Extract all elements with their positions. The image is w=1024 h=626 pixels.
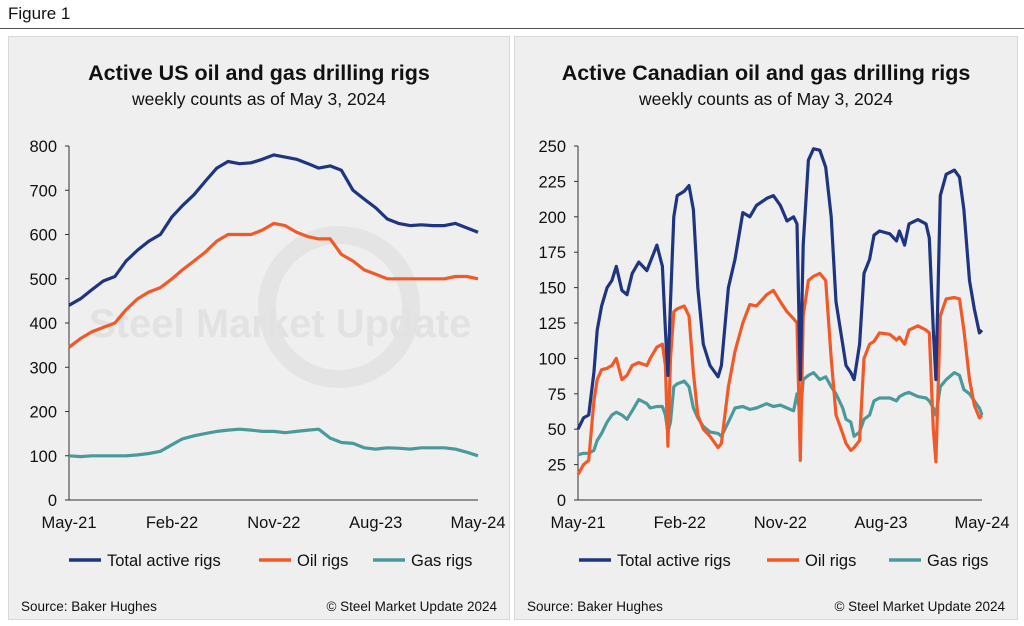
- series-line-total: [68, 153, 479, 307]
- legend-label-gas: Gas rigs: [411, 552, 472, 570]
- y-tick-label: 500: [29, 271, 57, 289]
- x-tick-label: Feb-22: [654, 514, 706, 532]
- x-tick-label: Aug-23: [854, 514, 907, 532]
- legend-label-total: Total active rigs: [107, 552, 221, 570]
- watermark-text: Steel Market Update: [89, 302, 471, 346]
- y-tick-label: 100: [538, 350, 566, 368]
- chart-title: Active US oil and gas drilling rigs: [88, 61, 430, 85]
- us-rigs-chart-panel: Steel Market Update 0 100 200 300 400 500 600 70…: [8, 36, 510, 620]
- canada-rigs-chart-panel: 0 25 50 75 100 125 150 175 200 225 250 May-21 Feb-22…: [514, 36, 1018, 620]
- x-tick-label: May-21: [41, 514, 96, 532]
- x-tick-label: Nov-22: [754, 514, 807, 532]
- y-tick-label: 200: [29, 404, 57, 422]
- y-tick-label: 250: [538, 138, 566, 156]
- canada-rigs-chart: 0 25 50 75 100 125 150 175 200 225 250 May-21 Feb-22…: [538, 138, 1009, 570]
- y-tick-label: 125: [538, 315, 566, 333]
- y-tick-label: 25: [548, 457, 566, 475]
- y-tick-label: 225: [538, 173, 566, 191]
- y-tick-label: 75: [548, 386, 566, 404]
- figure-label: Figure 1: [8, 4, 71, 23]
- y-tick-label: 175: [538, 244, 566, 262]
- y-tick-label: 150: [538, 280, 566, 298]
- x-tick-label: Nov-22: [247, 514, 300, 532]
- x-tick-label: May-24: [954, 514, 1009, 532]
- y-tick-label: 0: [48, 492, 57, 510]
- source-note: Source: Baker Hughes: [527, 599, 663, 614]
- series-line-oil: [68, 221, 479, 349]
- watermark-logo-icon: [258, 226, 420, 388]
- chart-title: Active Canadian oil and gas drilling rig…: [561, 61, 971, 85]
- x-tick-label: Feb-22: [146, 514, 198, 532]
- y-tick-label: 700: [29, 182, 57, 200]
- chart-subtitle: weekly counts as of May 3, 2024: [639, 89, 893, 109]
- series-line-oil: [576, 271, 984, 476]
- copyright-note: © Steel Market Update 2024: [326, 599, 497, 614]
- y-tick-label: 600: [29, 227, 57, 245]
- series-line-total: [576, 147, 984, 430]
- us-rigs-chart: Steel Market Update 0 100 200 300 400 500 600 70…: [29, 138, 505, 570]
- figure-divider: [0, 28, 1024, 29]
- y-tick-label: 400: [29, 315, 57, 333]
- y-tick-label: 800: [29, 138, 57, 156]
- series-line-gas: [577, 371, 984, 457]
- y-tick-label: 100: [29, 448, 57, 466]
- x-tick-label: Aug-23: [349, 514, 402, 532]
- y-tick-label: 0: [557, 492, 566, 510]
- legend-label-oil: Oil rigs: [297, 552, 348, 570]
- series-line-gas: [68, 427, 479, 459]
- x-tick-label: May-21: [550, 514, 605, 532]
- source-note: Source: Baker Hughes: [21, 599, 157, 614]
- legend-label-total: Total active rigs: [617, 552, 731, 570]
- chart-subtitle: weekly counts as of May 3, 2024: [132, 89, 386, 109]
- y-tick-label: 200: [538, 209, 566, 227]
- x-tick-label: May-24: [450, 514, 505, 532]
- y-tick-label: 300: [29, 359, 57, 377]
- y-tick-label: 50: [548, 421, 566, 439]
- legend-label-gas: Gas rigs: [927, 552, 988, 570]
- legend-label-oil: Oil rigs: [805, 552, 856, 570]
- copyright-note: © Steel Market Update 2024: [834, 599, 1005, 614]
